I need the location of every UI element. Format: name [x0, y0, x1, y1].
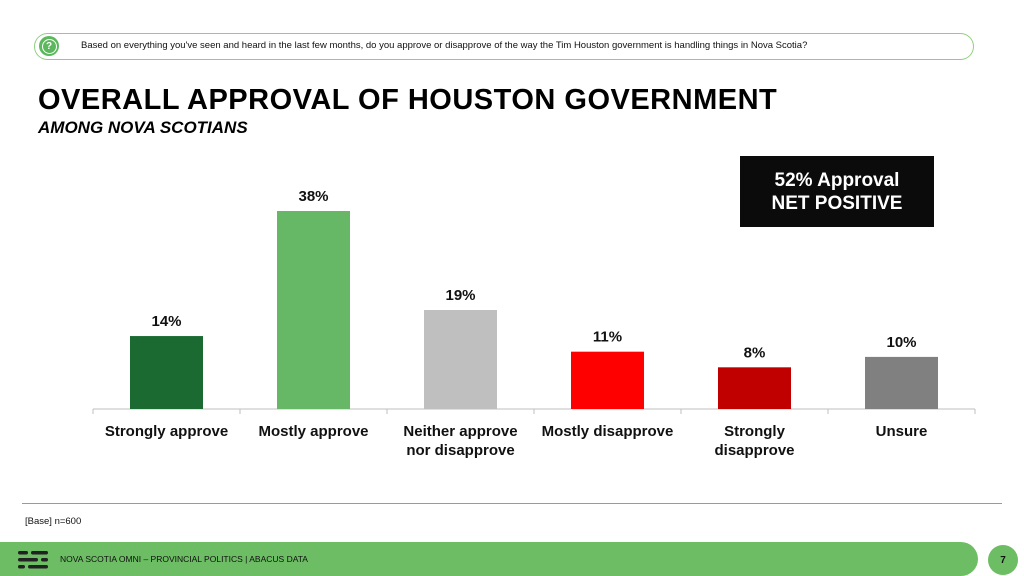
data-label: 14%	[151, 313, 181, 330]
bar	[424, 310, 497, 409]
data-label: 10%	[886, 334, 916, 351]
callout-line-1: 52% Approval	[774, 169, 900, 191]
bar	[571, 351, 644, 409]
question-icon: ?	[39, 36, 59, 56]
category-label: nor disapprove	[406, 442, 514, 459]
base-note: [Base] n=600	[25, 516, 82, 527]
bar	[130, 336, 203, 409]
bar-chart: 14% Strongly approve 38% Mostly approve 19% N…	[92, 188, 976, 459]
divider	[22, 503, 1002, 504]
data-label: 19%	[445, 287, 475, 304]
category-label: Mostly disapprove	[542, 423, 674, 440]
callout-line-2: NET POSITIVE	[771, 192, 903, 214]
question-banner: ? Based on everything you've seen and he…	[34, 33, 974, 60]
category-label: Strongly approve	[105, 423, 228, 440]
category-label: disapprove	[714, 442, 794, 459]
question-text: Based on everything you've seen and hear…	[81, 40, 808, 51]
category-label: Unsure	[876, 423, 928, 440]
category-label: Neither approve	[403, 423, 517, 440]
category-label: Strongly	[724, 423, 785, 440]
category-label: Mostly approve	[258, 423, 368, 440]
bar	[718, 367, 791, 409]
data-label: 11%	[593, 329, 622, 346]
abacus-logo-icon	[18, 551, 48, 569]
footer-bar: NOVA SCOTIA OMNI – PROVINCIAL POLITICS |…	[0, 542, 978, 576]
page-number: 7	[988, 545, 1018, 575]
bar	[277, 211, 350, 409]
chart-subtitle: AMONG NOVA SCOTIANS	[38, 118, 248, 137]
approval-callout: 52% Approval NET POSITIVE	[740, 156, 934, 227]
data-label: 8%	[744, 344, 766, 361]
footer-text: NOVA SCOTIA OMNI – PROVINCIAL POLITICS |…	[60, 554, 308, 564]
chart-title: OVERALL APPROVAL OF HOUSTON GOVERNMENT	[38, 84, 778, 116]
data-label: 38%	[298, 188, 328, 205]
bar	[865, 356, 938, 409]
